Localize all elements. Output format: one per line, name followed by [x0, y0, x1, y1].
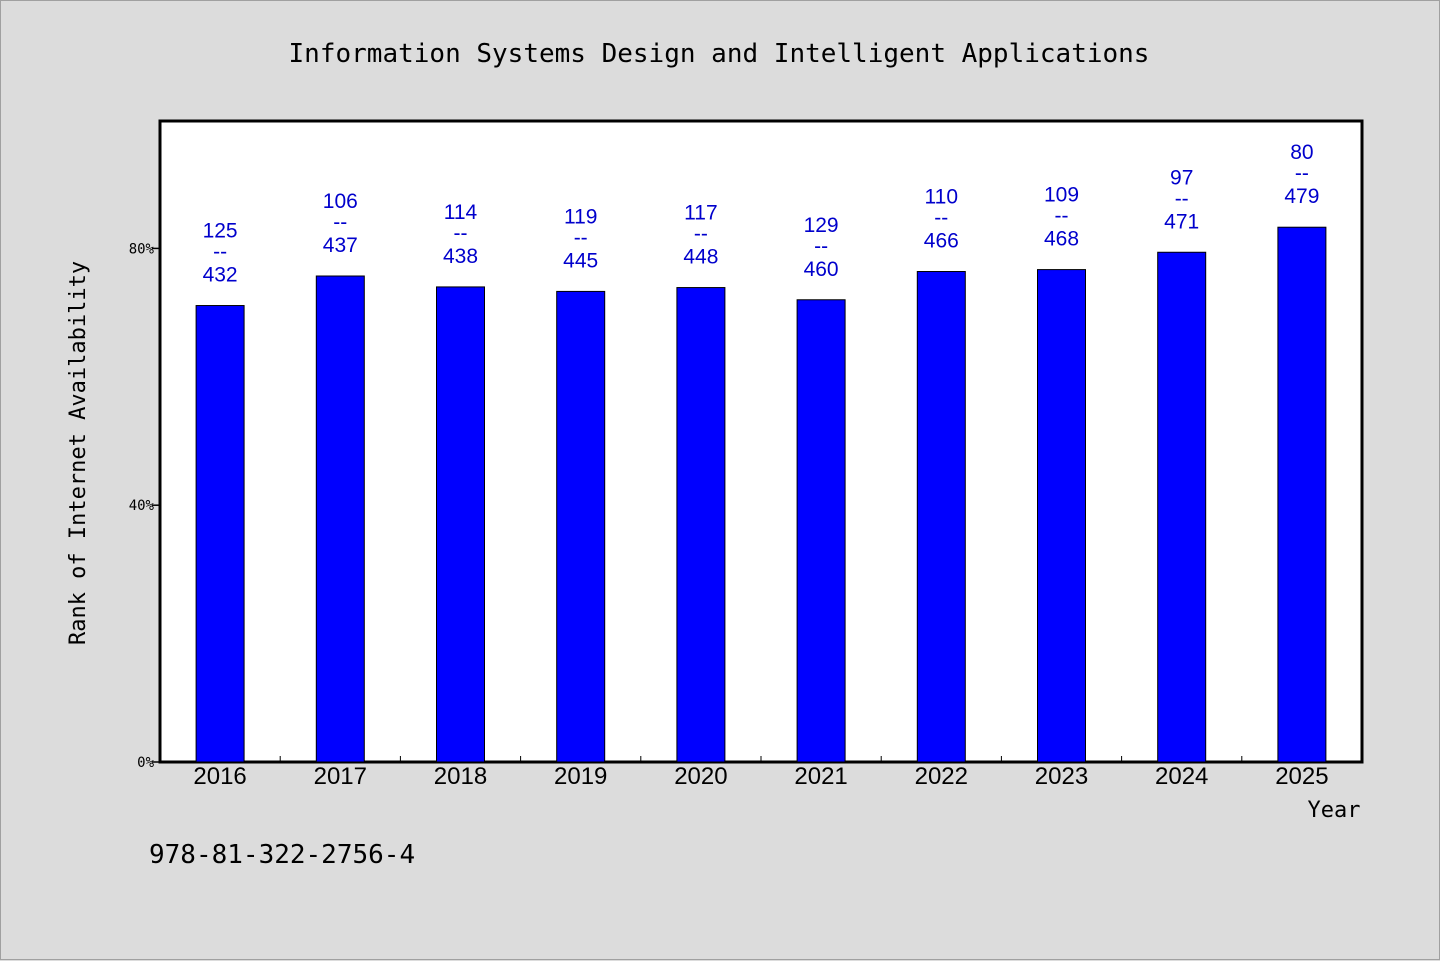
- x-tick-label: 2021: [794, 763, 847, 790]
- bar-label-denominator: 479: [1284, 185, 1319, 208]
- bar: [436, 286, 485, 763]
- isbn-text: 978-81-322-2756-4: [149, 840, 415, 870]
- x-tick-label: 2019: [554, 763, 607, 790]
- x-tick-label: 2016: [193, 763, 246, 790]
- bar-label-numerator: 97: [1170, 166, 1193, 189]
- x-tick-label: 2017: [314, 763, 367, 790]
- chart-title: Information Systems Design and Intellige…: [289, 39, 1150, 69]
- x-tick-label: 2018: [434, 763, 487, 790]
- bar-label-denominator: 471: [1164, 210, 1199, 233]
- bar: [676, 287, 726, 763]
- bar-label-separator: --: [934, 207, 948, 230]
- bar: [916, 271, 966, 763]
- bar-label-separator: --: [574, 226, 588, 249]
- bar-label-separator: --: [213, 241, 227, 264]
- x-axis-title: Year: [1308, 798, 1361, 823]
- bar-label-separator: --: [333, 211, 347, 234]
- bar-label-denominator: 438: [443, 245, 478, 268]
- bar-label-numerator: 80: [1290, 141, 1313, 164]
- x-tick-label: 2023: [1035, 763, 1088, 790]
- bar-label-numerator: 110: [925, 186, 958, 209]
- bar-label-denominator: 460: [804, 258, 839, 281]
- x-axis: 2016 2017 2018 2019 2020 2021 2022 2023 2024 2025: [193, 756, 1329, 790]
- bar: [796, 299, 846, 763]
- bar-label-denominator: 468: [1044, 228, 1079, 251]
- x-tick-label: 2025: [1275, 763, 1328, 790]
- bar-label-separator: --: [1175, 187, 1189, 210]
- bar-label-numerator: 119: [564, 205, 597, 228]
- bar-label-denominator: 445: [563, 249, 598, 272]
- bar: [195, 305, 245, 763]
- y-axis: 0% 40% 80%: [129, 241, 160, 771]
- x-tick-label: 2022: [915, 763, 968, 790]
- y-tick-label: 0%: [137, 755, 154, 771]
- bar: [556, 290, 606, 763]
- bar: [1277, 226, 1327, 763]
- bar-label-separator: --: [1295, 162, 1309, 185]
- bar-label-separator: --: [694, 223, 708, 246]
- bar-label-denominator: 466: [924, 230, 959, 253]
- bar: [1037, 269, 1086, 763]
- bar: [315, 275, 365, 763]
- x-tick-label: 2020: [674, 763, 727, 790]
- y-tick-label: 40%: [129, 498, 155, 514]
- y-tick-label: 80%: [129, 241, 155, 257]
- bar-label-denominator: 448: [683, 246, 718, 269]
- data-labels: 125--432106--437114--438119--445117--448…: [203, 141, 1320, 286]
- bar-series: [195, 226, 1327, 763]
- bar-label-numerator: 117: [684, 202, 717, 225]
- bar-label-separator: --: [814, 235, 828, 258]
- bar-label-separator: --: [454, 222, 468, 245]
- bar-label-numerator: 109: [1044, 184, 1079, 207]
- x-tick-label: 2024: [1155, 763, 1208, 790]
- bar-label-denominator: 437: [323, 234, 358, 257]
- bar: [1157, 251, 1207, 763]
- bar-label-numerator: 114: [444, 201, 478, 224]
- bar-label-denominator: 432: [203, 264, 238, 287]
- bar-label-numerator: 106: [323, 190, 358, 213]
- bar-label-numerator: 125: [203, 220, 238, 243]
- bar-label-separator: --: [1055, 205, 1069, 228]
- bar-label-numerator: 129: [804, 214, 839, 237]
- y-axis-title: Rank of Internet Availability: [66, 261, 91, 645]
